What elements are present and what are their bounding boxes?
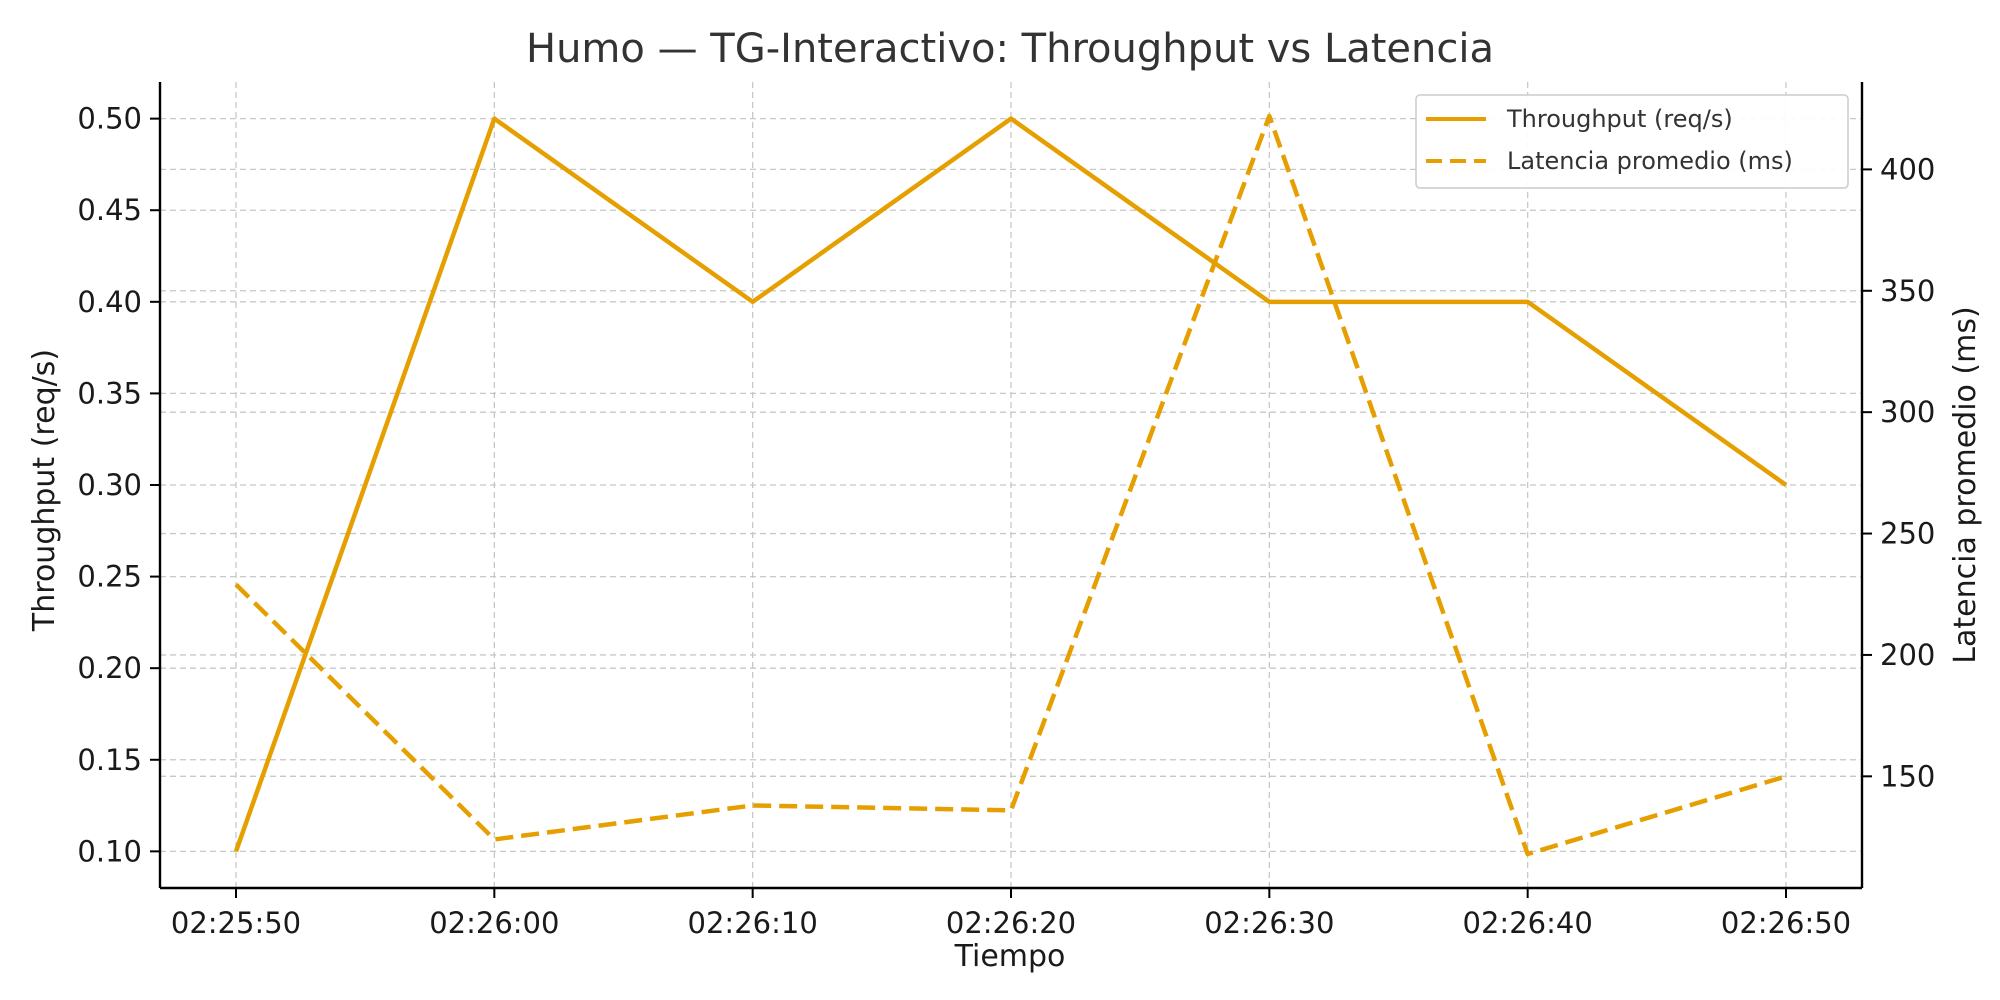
y-left-tick-label: 0.25 (77, 560, 142, 594)
y-left-tick-label: 0.45 (77, 193, 142, 227)
y-left-tick-label: 0.15 (77, 743, 142, 777)
y-right-tick-label: 250 (1880, 517, 1935, 551)
series-line-latencia (234, 113, 1787, 857)
y-left-tick-label: 0.30 (77, 468, 142, 502)
y-left-tick-label: 0.10 (77, 834, 142, 868)
chart-title: Humo — TG-Interactivo: Throughput vs Lat… (526, 26, 1494, 72)
y-left-tick-label: 0.20 (77, 651, 142, 685)
x-tick-label: 02:26:50 (1721, 906, 1851, 940)
legend-label-throughput: Throughput (req/s) (1506, 105, 1733, 133)
y-axis-left-label: Throughput (req/s) (27, 349, 62, 632)
y-right-tick-label: 350 (1880, 274, 1935, 308)
x-tick-label: 02:25:50 (171, 906, 301, 940)
y-left-tick-label: 0.35 (77, 376, 142, 410)
y-right-tick-label: 200 (1880, 638, 1935, 672)
y-right-tick-label: 150 (1880, 759, 1935, 793)
axes: 02:25:50 02:26:00 02:26:10 02:26:20 02:26:30… (77, 82, 1935, 940)
y-right-tick-label: 400 (1880, 152, 1935, 186)
plot-area (233, 113, 1788, 857)
legend-label-latencia: Latencia promedio (ms) (1507, 147, 1793, 175)
x-tick-label: 02:26:10 (688, 906, 818, 940)
x-tick-label: 02:26:20 (946, 906, 1076, 940)
grid (160, 82, 1862, 888)
x-tick-label: 02:26:40 (1463, 906, 1593, 940)
series-line-throughput (233, 116, 1788, 853)
legend: Throughput (req/s) Latencia promedio (ms… (1415, 94, 1849, 189)
y-axis-right-label: Latencia promedio (ms) (1948, 306, 1983, 663)
y-left-tick-label: 0.50 (77, 102, 142, 136)
y-right-tick-label: 300 (1880, 395, 1935, 429)
legend-box (1415, 94, 1849, 189)
x-axis-label: Tiempo (954, 939, 1066, 974)
x-tick-label: 02:26:30 (1204, 906, 1334, 940)
x-tick-label: 02:26:00 (429, 906, 559, 940)
y-left-tick-label: 0.40 (77, 285, 142, 319)
